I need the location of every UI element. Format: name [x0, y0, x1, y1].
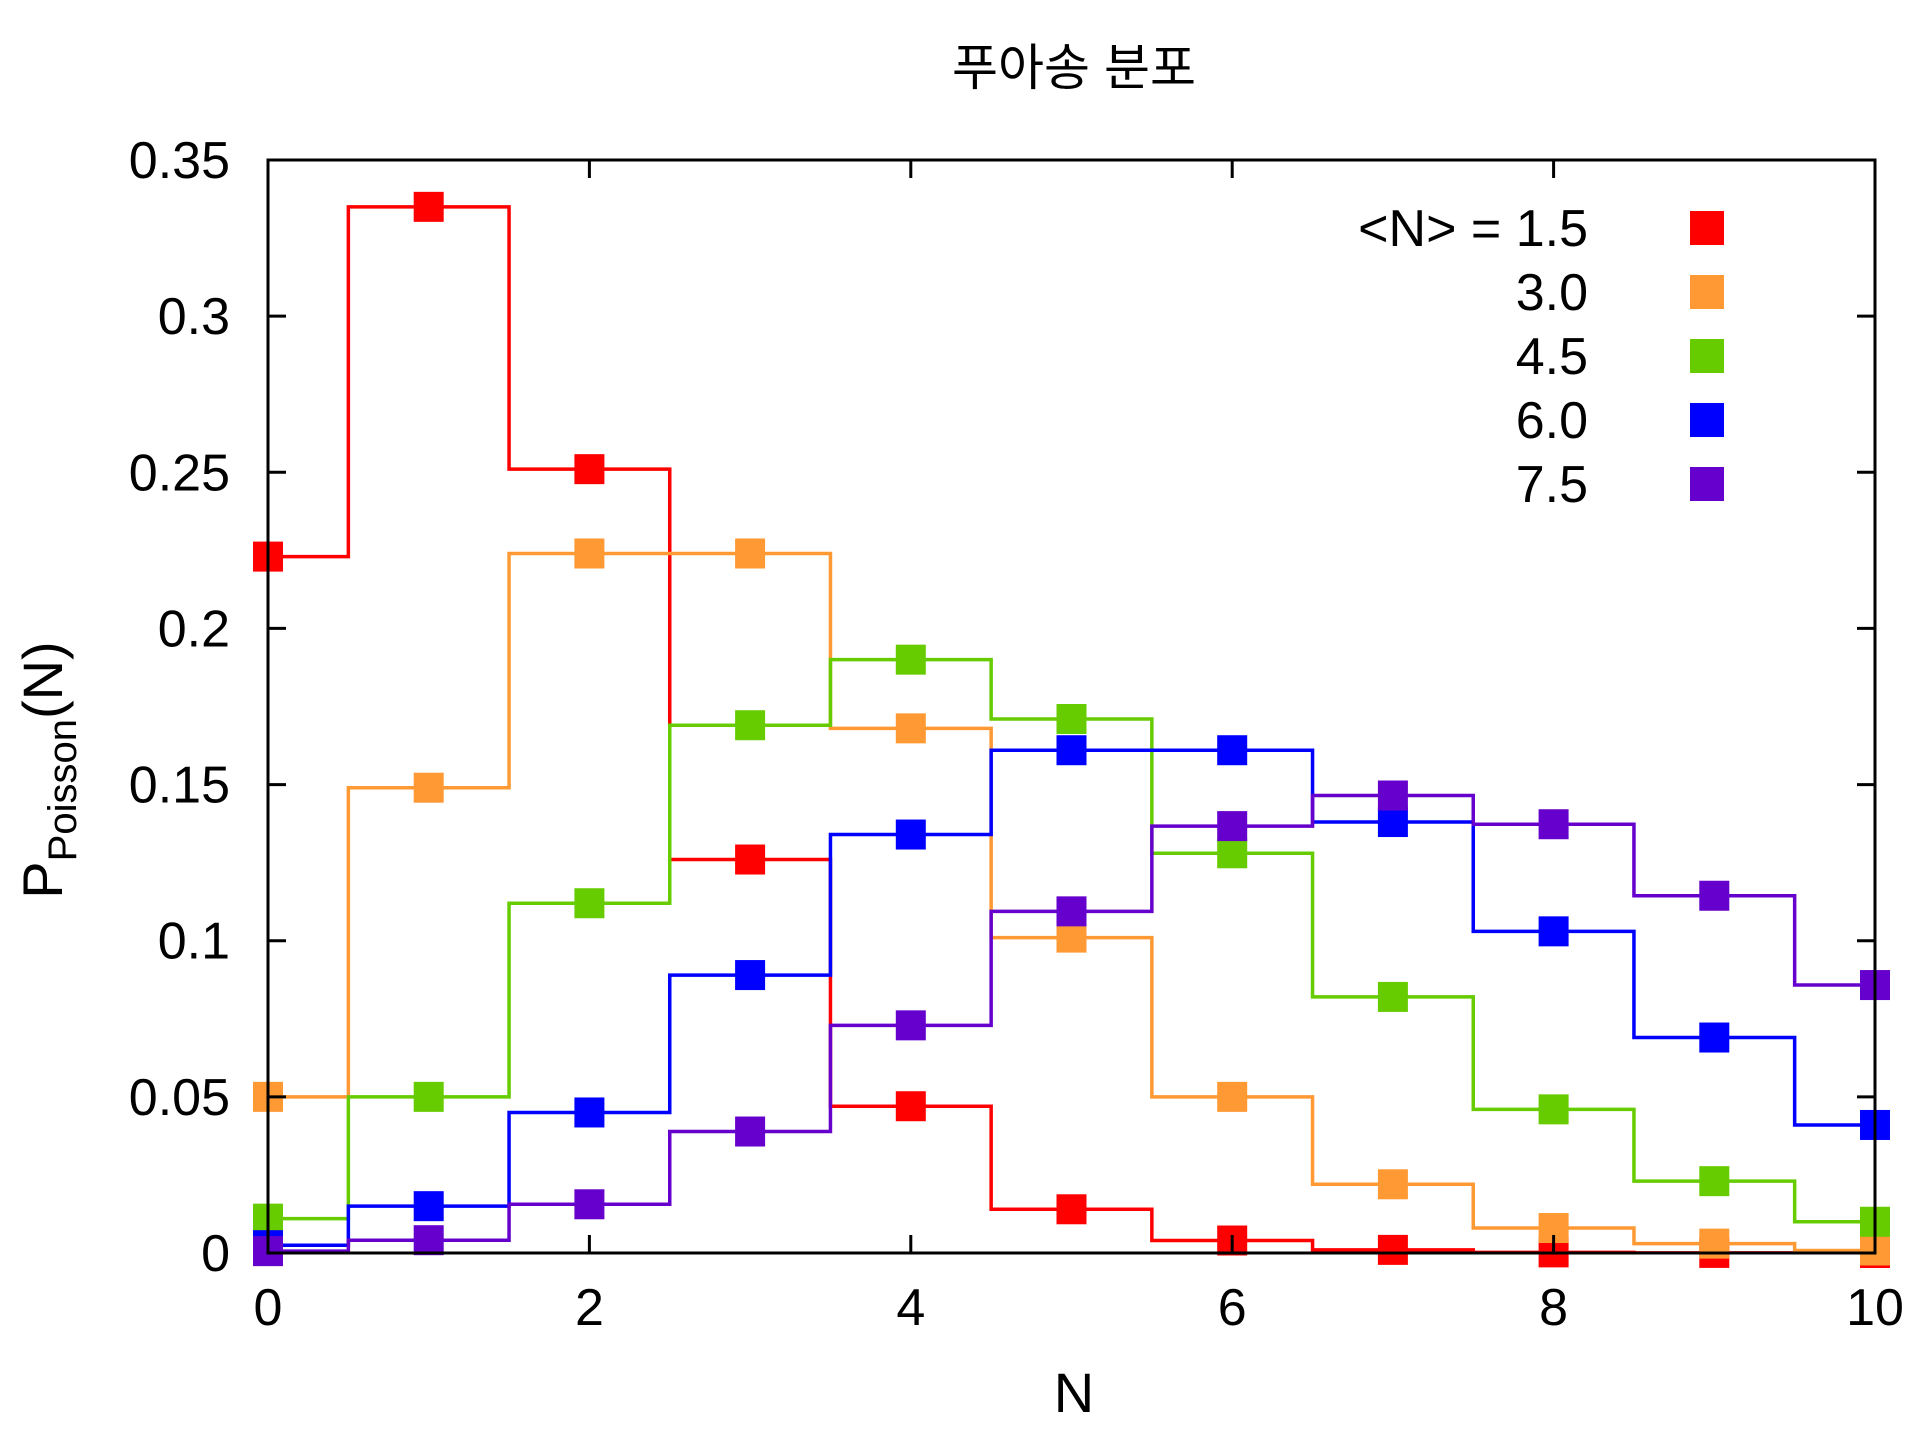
- data-point: [574, 888, 605, 919]
- data-point: [413, 772, 444, 803]
- x-tick-label: 4: [896, 1279, 925, 1337]
- data-point: [1056, 922, 1087, 953]
- data-point: [574, 538, 605, 569]
- y-tick-label: 0.35: [129, 132, 230, 190]
- data-point: [413, 1225, 444, 1256]
- data-point: [895, 1091, 926, 1122]
- legend: <N> = 1.5 3.0 4.5 6.0 7.5: [1358, 200, 1724, 514]
- series-layer: [253, 191, 1890, 1268]
- x-tick-label: 6: [1218, 1279, 1247, 1337]
- data-point: [735, 960, 766, 991]
- data-point: [895, 819, 926, 850]
- data-point: [1377, 807, 1408, 838]
- x-tick-label: 8: [1539, 1279, 1568, 1337]
- y-tick-label: 0.1: [158, 913, 230, 971]
- data-point: [1699, 880, 1730, 911]
- data-point: [574, 454, 605, 485]
- legend-swatch: [1690, 403, 1724, 437]
- y-axis-label-main: P: [11, 861, 74, 898]
- series-line-6.0: [268, 748, 1875, 1247]
- legend-swatch: [1690, 275, 1724, 309]
- data-point: [1699, 1022, 1730, 1053]
- x-axis-label: N: [1054, 1361, 1094, 1424]
- data-point: [735, 1116, 766, 1147]
- legend-label: 6.0: [1516, 392, 1588, 450]
- x-tick-label: 10: [1846, 1279, 1904, 1337]
- y-tick-label: 0: [201, 1225, 230, 1283]
- data-point: [895, 713, 926, 744]
- y-tick-label: 0.15: [129, 757, 230, 815]
- data-point: [1377, 780, 1408, 811]
- data-point: [1056, 735, 1087, 766]
- y-axis-label: PPoisson(N): [11, 641, 85, 898]
- data-point: [1538, 809, 1569, 840]
- y-axis-label-sub: Poisson: [41, 719, 85, 861]
- chart-title: 푸아송 분포: [952, 40, 1196, 96]
- legend-label: 3.0: [1516, 264, 1588, 322]
- data-point: [1217, 838, 1248, 869]
- data-point: [574, 1189, 605, 1220]
- data-point: [895, 1010, 926, 1041]
- y-tick-label: 0.05: [129, 1069, 230, 1127]
- data-point: [1538, 916, 1569, 947]
- y-tick-label: 0.2: [158, 600, 230, 658]
- series-6.0: [253, 735, 1890, 1261]
- legend-label: <N> = 1.5: [1358, 200, 1588, 258]
- legend-label: 4.5: [1516, 328, 1588, 386]
- data-point: [1377, 1234, 1408, 1265]
- legend-label: 7.5: [1516, 456, 1588, 514]
- plot-frame: [266, 158, 1877, 1255]
- data-point: [1217, 1081, 1248, 1112]
- data-point: [413, 191, 444, 222]
- series-3.0: [253, 538, 1890, 1266]
- data-point: [1538, 1094, 1569, 1125]
- data-point: [1699, 1166, 1730, 1197]
- data-point: [1056, 703, 1087, 734]
- data-point: [735, 844, 766, 875]
- x-tick-label: 0: [254, 1279, 283, 1337]
- legend-swatch: [1690, 211, 1724, 245]
- data-point: [413, 1191, 444, 1222]
- data-point: [735, 710, 766, 741]
- series-line-3.0: [268, 551, 1875, 1253]
- legend-swatch: [1690, 339, 1724, 373]
- data-point: [1217, 811, 1248, 842]
- data-point: [413, 1081, 444, 1112]
- x-tick-label: 2: [575, 1279, 604, 1337]
- data-point: [1377, 1169, 1408, 1200]
- data-point: [1377, 981, 1408, 1012]
- y-tick-label: 0.3: [158, 288, 230, 346]
- y-axis-label-suffix: (N): [11, 641, 74, 719]
- ticks-layer: 0 2 4 6 8 10 0 0.05 0.1 0.15 0.2 0.25 0.3 0.35: [129, 132, 1904, 1337]
- data-point: [735, 538, 766, 569]
- svg-text:PPoisson(N): PPoisson(N): [11, 641, 85, 898]
- data-point: [1056, 1194, 1087, 1225]
- data-point: [1217, 735, 1248, 766]
- data-point: [895, 644, 926, 675]
- data-point: [574, 1097, 605, 1128]
- data-point: [1056, 896, 1087, 927]
- legend-swatch: [1690, 467, 1724, 501]
- y-tick-label: 0.25: [129, 444, 230, 502]
